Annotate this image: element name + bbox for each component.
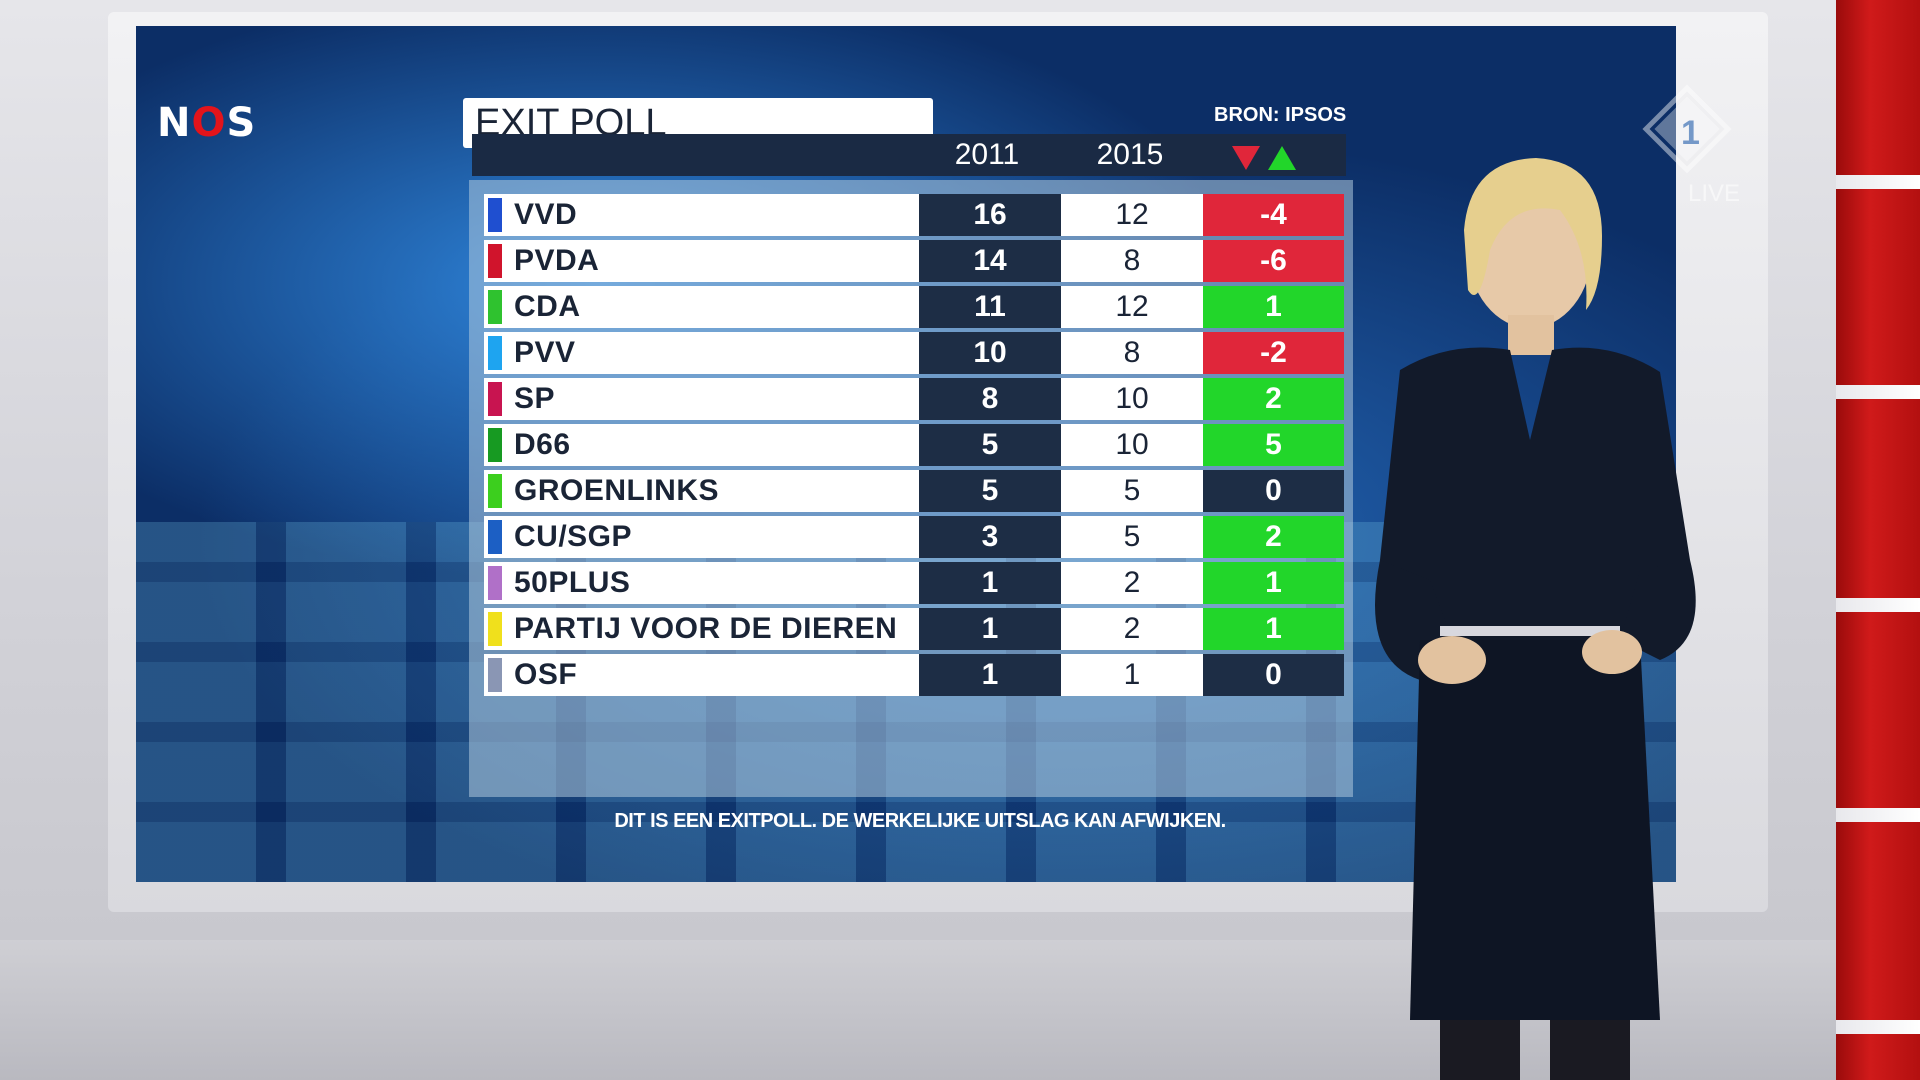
live-label: LIVE: [1688, 180, 1741, 207]
party-name: CDA: [514, 290, 581, 323]
seat-difference-cell: -6: [1203, 240, 1344, 282]
table-row: 50PLUS 1 2 1: [484, 562, 1344, 604]
disclaimer-text: DIT IS EEN EXITPOLL. DE WERKELIJKE UITSL…: [614, 810, 1226, 832]
seat-difference-cell: 0: [1203, 470, 1344, 512]
seat-difference-cell: 0: [1203, 654, 1344, 696]
party-name: PVDA: [514, 244, 600, 277]
table-row: PARTIJ VOOR DE DIEREN 1 2 1: [484, 608, 1344, 650]
table-row: GROENLINKS 5 5 0: [484, 470, 1344, 512]
party-color-swatch: [488, 290, 502, 324]
party-cell: CDA: [484, 286, 919, 328]
up-down-arrows-icon: [1232, 146, 1296, 170]
nos-logo: NOS: [157, 100, 257, 146]
party-name: SP: [514, 382, 556, 415]
red-wall-panel: [1836, 0, 1920, 1080]
seats-2011-cell: 3: [919, 516, 1061, 558]
party-cell: GROENLINKS: [484, 470, 919, 512]
party-cell: OSF: [484, 654, 919, 696]
seats-2011-cell: 8: [919, 378, 1061, 420]
party-cell: VVD: [484, 194, 919, 236]
seats-2015-cell: 8: [1061, 240, 1203, 282]
svg-text:1: 1: [1681, 114, 1700, 152]
seats-2011-cell: 11: [919, 286, 1061, 328]
party-cell: PARTIJ VOOR DE DIEREN: [484, 608, 919, 650]
party-cell: D66: [484, 424, 919, 466]
npo-1-icon: 1: [1642, 84, 1732, 174]
seats-2011-cell: 14: [919, 240, 1061, 282]
table-row: CDA 11 12 1: [484, 286, 1344, 328]
seats-2011-cell: 1: [919, 608, 1061, 650]
seats-2011-cell: 10: [919, 332, 1061, 374]
year-2015-header: 2015: [1096, 138, 1164, 171]
table-row: D66 5 10 5: [484, 424, 1344, 466]
table-row: OSF 1 1 0: [484, 654, 1344, 696]
party-name: D66: [514, 428, 571, 461]
seats-2011-cell: 5: [919, 424, 1061, 466]
seats-2015-cell: 8: [1061, 332, 1203, 374]
seats-2015-cell: 10: [1061, 378, 1203, 420]
seat-difference-cell: 1: [1203, 562, 1344, 604]
seats-2011-cell: 16: [919, 194, 1061, 236]
seats-2015-cell: 5: [1061, 470, 1203, 512]
party-color-swatch: [488, 244, 502, 278]
party-name: OSF: [514, 658, 578, 691]
seats-2015-cell: 12: [1061, 286, 1203, 328]
party-color-swatch: [488, 612, 502, 646]
table-row: PVDA 14 8 -6: [484, 240, 1344, 282]
seat-difference-cell: -4: [1203, 194, 1344, 236]
party-color-swatch: [488, 336, 502, 370]
seat-difference-cell: -2: [1203, 332, 1344, 374]
seat-difference-cell: 5: [1203, 424, 1344, 466]
table-header-bar: [472, 134, 1346, 176]
seats-2011-cell: 5: [919, 470, 1061, 512]
party-cell: CU/SGP: [484, 516, 919, 558]
party-color-swatch: [488, 198, 502, 232]
seat-difference-cell: 2: [1203, 516, 1344, 558]
party-color-swatch: [488, 520, 502, 554]
year-2011-header: 2011: [954, 138, 1020, 171]
table-row: VVD 16 12 -4: [484, 194, 1344, 236]
seats-2015-cell: 2: [1061, 608, 1203, 650]
party-name: 50PLUS: [514, 566, 631, 599]
party-color-swatch: [488, 382, 502, 416]
party-color-swatch: [488, 428, 502, 462]
party-color-swatch: [488, 566, 502, 600]
seat-difference-cell: 2: [1203, 378, 1344, 420]
seats-2015-cell: 2: [1061, 562, 1203, 604]
presenter-figure: [1375, 158, 1696, 1080]
seats-2015-cell: 10: [1061, 424, 1203, 466]
table-row: PVV 10 8 -2: [484, 332, 1344, 374]
party-name: PARTIJ VOOR DE DIEREN: [514, 612, 898, 645]
seats-2015-cell: 5: [1061, 516, 1203, 558]
party-cell: 50PLUS: [484, 562, 919, 604]
seats-2015-cell: 12: [1061, 194, 1203, 236]
table-row: CU/SGP 3 5 2: [484, 516, 1344, 558]
seats-2011-cell: 1: [919, 654, 1061, 696]
party-name: GROENLINKS: [514, 474, 720, 507]
party-name: VVD: [514, 198, 578, 231]
seat-difference-cell: 1: [1203, 608, 1344, 650]
seats-2011-cell: 1: [919, 562, 1061, 604]
party-name: PVV: [514, 336, 576, 369]
party-color-swatch: [488, 474, 502, 508]
table-row: SP 8 10 2: [484, 378, 1344, 420]
seats-2015-cell: 1: [1061, 654, 1203, 696]
party-color-swatch: [488, 658, 502, 692]
source-label: BRON: IPSOS: [1214, 104, 1347, 126]
party-cell: SP: [484, 378, 919, 420]
party-name: CU/SGP: [514, 520, 633, 553]
party-cell: PVV: [484, 332, 919, 374]
party-cell: PVDA: [484, 240, 919, 282]
seat-difference-cell: 1: [1203, 286, 1344, 328]
